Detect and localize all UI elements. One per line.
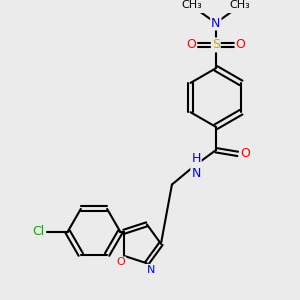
Text: N: N [147, 265, 155, 275]
Text: N: N [211, 16, 220, 29]
Text: O: O [240, 147, 250, 161]
Text: Cl: Cl [32, 225, 44, 238]
Text: CH₃: CH₃ [181, 0, 202, 10]
Text: S: S [212, 38, 220, 51]
Text: H
N: H N [191, 152, 201, 180]
Text: O: O [186, 38, 196, 51]
Text: CH₃: CH₃ [230, 0, 250, 10]
Text: O: O [117, 257, 125, 267]
Text: O: O [236, 38, 246, 51]
